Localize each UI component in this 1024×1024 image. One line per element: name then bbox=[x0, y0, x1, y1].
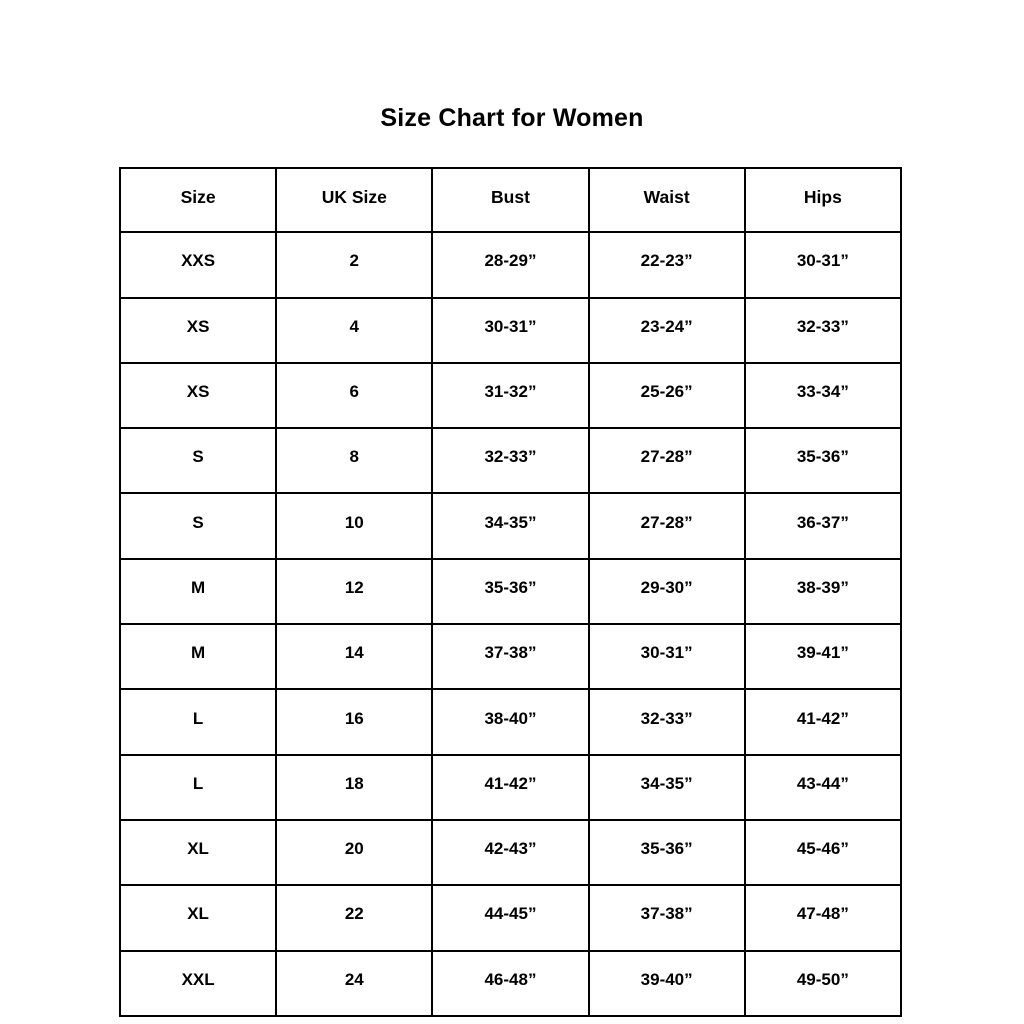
cell-hips: 43-44” bbox=[743, 753, 902, 821]
cell-bust: 31-32” bbox=[431, 361, 590, 430]
cell-bust: 30-31” bbox=[431, 296, 590, 364]
cell-uk-size: 2 bbox=[275, 231, 434, 299]
size-chart-table: Size UK Size Bust Waist Hips XXS 2 28-29… bbox=[118, 166, 902, 1017]
cell-bust: 38-40” bbox=[431, 688, 590, 756]
cell-waist: 23-24” bbox=[587, 296, 746, 364]
cell-uk-size: 24 bbox=[275, 949, 434, 1017]
cell-hips: 45-46” bbox=[743, 818, 902, 887]
cell-size: XS bbox=[118, 296, 278, 364]
cell-uk-size: 16 bbox=[275, 688, 434, 756]
cell-uk-size: 20 bbox=[275, 818, 434, 887]
column-header-size: Size bbox=[118, 166, 278, 234]
table-row: XS 6 31-32” 25-26” 33-34” bbox=[118, 361, 902, 430]
table-row: XL 20 42-43” 35-36” 45-46” bbox=[118, 818, 902, 887]
cell-uk-size: 6 bbox=[275, 361, 434, 430]
cell-waist: 22-23” bbox=[587, 231, 746, 299]
table-row: XXS 2 28-29” 22-23” 30-31” bbox=[118, 231, 902, 299]
table-row: L 16 38-40” 32-33” 41-42” bbox=[118, 688, 902, 756]
cell-size: XL bbox=[118, 884, 278, 952]
cell-size: S bbox=[118, 492, 278, 560]
cell-hips: 47-48” bbox=[743, 884, 902, 952]
cell-size: XXL bbox=[118, 949, 278, 1017]
cell-hips: 38-39” bbox=[743, 557, 902, 626]
cell-waist: 27-28” bbox=[587, 427, 746, 495]
size-chart-table-container: Size UK Size Bust Waist Hips XXS 2 28-29… bbox=[118, 166, 902, 1017]
cell-bust: 41-42” bbox=[431, 753, 590, 821]
cell-bust: 28-29” bbox=[431, 231, 590, 299]
table-row: M 14 37-38” 30-31” 39-41” bbox=[118, 623, 902, 691]
cell-waist: 35-36” bbox=[587, 818, 746, 887]
cell-bust: 35-36” bbox=[431, 557, 590, 626]
cell-hips: 35-36” bbox=[743, 427, 902, 495]
cell-waist: 27-28” bbox=[587, 492, 746, 560]
table-row: S 10 34-35” 27-28” 36-37” bbox=[118, 492, 902, 560]
cell-bust: 44-45” bbox=[431, 884, 590, 952]
cell-uk-size: 8 bbox=[275, 427, 434, 495]
cell-waist: 37-38” bbox=[587, 884, 746, 952]
cell-bust: 46-48” bbox=[431, 949, 590, 1017]
column-header-waist: Waist bbox=[587, 166, 746, 234]
cell-uk-size: 12 bbox=[275, 557, 434, 626]
cell-hips: 30-31” bbox=[743, 231, 902, 299]
cell-bust: 42-43” bbox=[431, 818, 590, 887]
cell-bust: 32-33” bbox=[431, 427, 590, 495]
cell-hips: 49-50” bbox=[743, 949, 902, 1017]
column-header-hips: Hips bbox=[743, 166, 902, 234]
cell-size: M bbox=[118, 623, 278, 691]
cell-waist: 34-35” bbox=[587, 753, 746, 821]
table-header: Size UK Size Bust Waist Hips bbox=[118, 166, 902, 234]
cell-size: L bbox=[118, 753, 278, 821]
cell-uk-size: 18 bbox=[275, 753, 434, 821]
page-title: Size Chart for Women bbox=[380, 104, 644, 132]
cell-uk-size: 14 bbox=[275, 623, 434, 691]
table-row: XXL 24 46-48” 39-40” 49-50” bbox=[118, 949, 902, 1017]
cell-size: M bbox=[118, 557, 278, 626]
table-row: XS 4 30-31” 23-24” 32-33” bbox=[118, 296, 902, 364]
cell-hips: 36-37” bbox=[743, 492, 902, 560]
cell-hips: 32-33” bbox=[743, 296, 902, 364]
cell-bust: 34-35” bbox=[431, 492, 590, 560]
column-header-uk-size: UK Size bbox=[275, 166, 434, 234]
table-row: L 18 41-42” 34-35” 43-44” bbox=[118, 753, 902, 821]
cell-hips: 39-41” bbox=[743, 623, 902, 691]
cell-size: S bbox=[118, 427, 278, 495]
cell-waist: 39-40” bbox=[587, 949, 746, 1017]
column-header-bust: Bust bbox=[431, 166, 590, 234]
cell-size: XL bbox=[118, 818, 278, 887]
table-row: S 8 32-33” 27-28” 35-36” bbox=[118, 427, 902, 495]
table-body: XXS 2 28-29” 22-23” 30-31” XS 4 30-31” 2… bbox=[118, 231, 902, 1017]
cell-waist: 25-26” bbox=[587, 361, 746, 430]
cell-hips: 41-42” bbox=[743, 688, 902, 756]
cell-hips: 33-34” bbox=[743, 361, 902, 430]
table-row: XL 22 44-45” 37-38” 47-48” bbox=[118, 884, 902, 952]
table-header-row: Size UK Size Bust Waist Hips bbox=[118, 166, 902, 234]
cell-uk-size: 4 bbox=[275, 296, 434, 364]
cell-size: XS bbox=[118, 361, 278, 430]
cell-waist: 30-31” bbox=[587, 623, 746, 691]
cell-waist: 32-33” bbox=[587, 688, 746, 756]
table-row: M 12 35-36” 29-30” 38-39” bbox=[118, 557, 902, 626]
cell-size: XXS bbox=[118, 231, 278, 299]
cell-uk-size: 22 bbox=[275, 884, 434, 952]
cell-size: L bbox=[118, 688, 278, 756]
cell-waist: 29-30” bbox=[587, 557, 746, 626]
cell-uk-size: 10 bbox=[275, 492, 434, 560]
cell-bust: 37-38” bbox=[431, 623, 590, 691]
